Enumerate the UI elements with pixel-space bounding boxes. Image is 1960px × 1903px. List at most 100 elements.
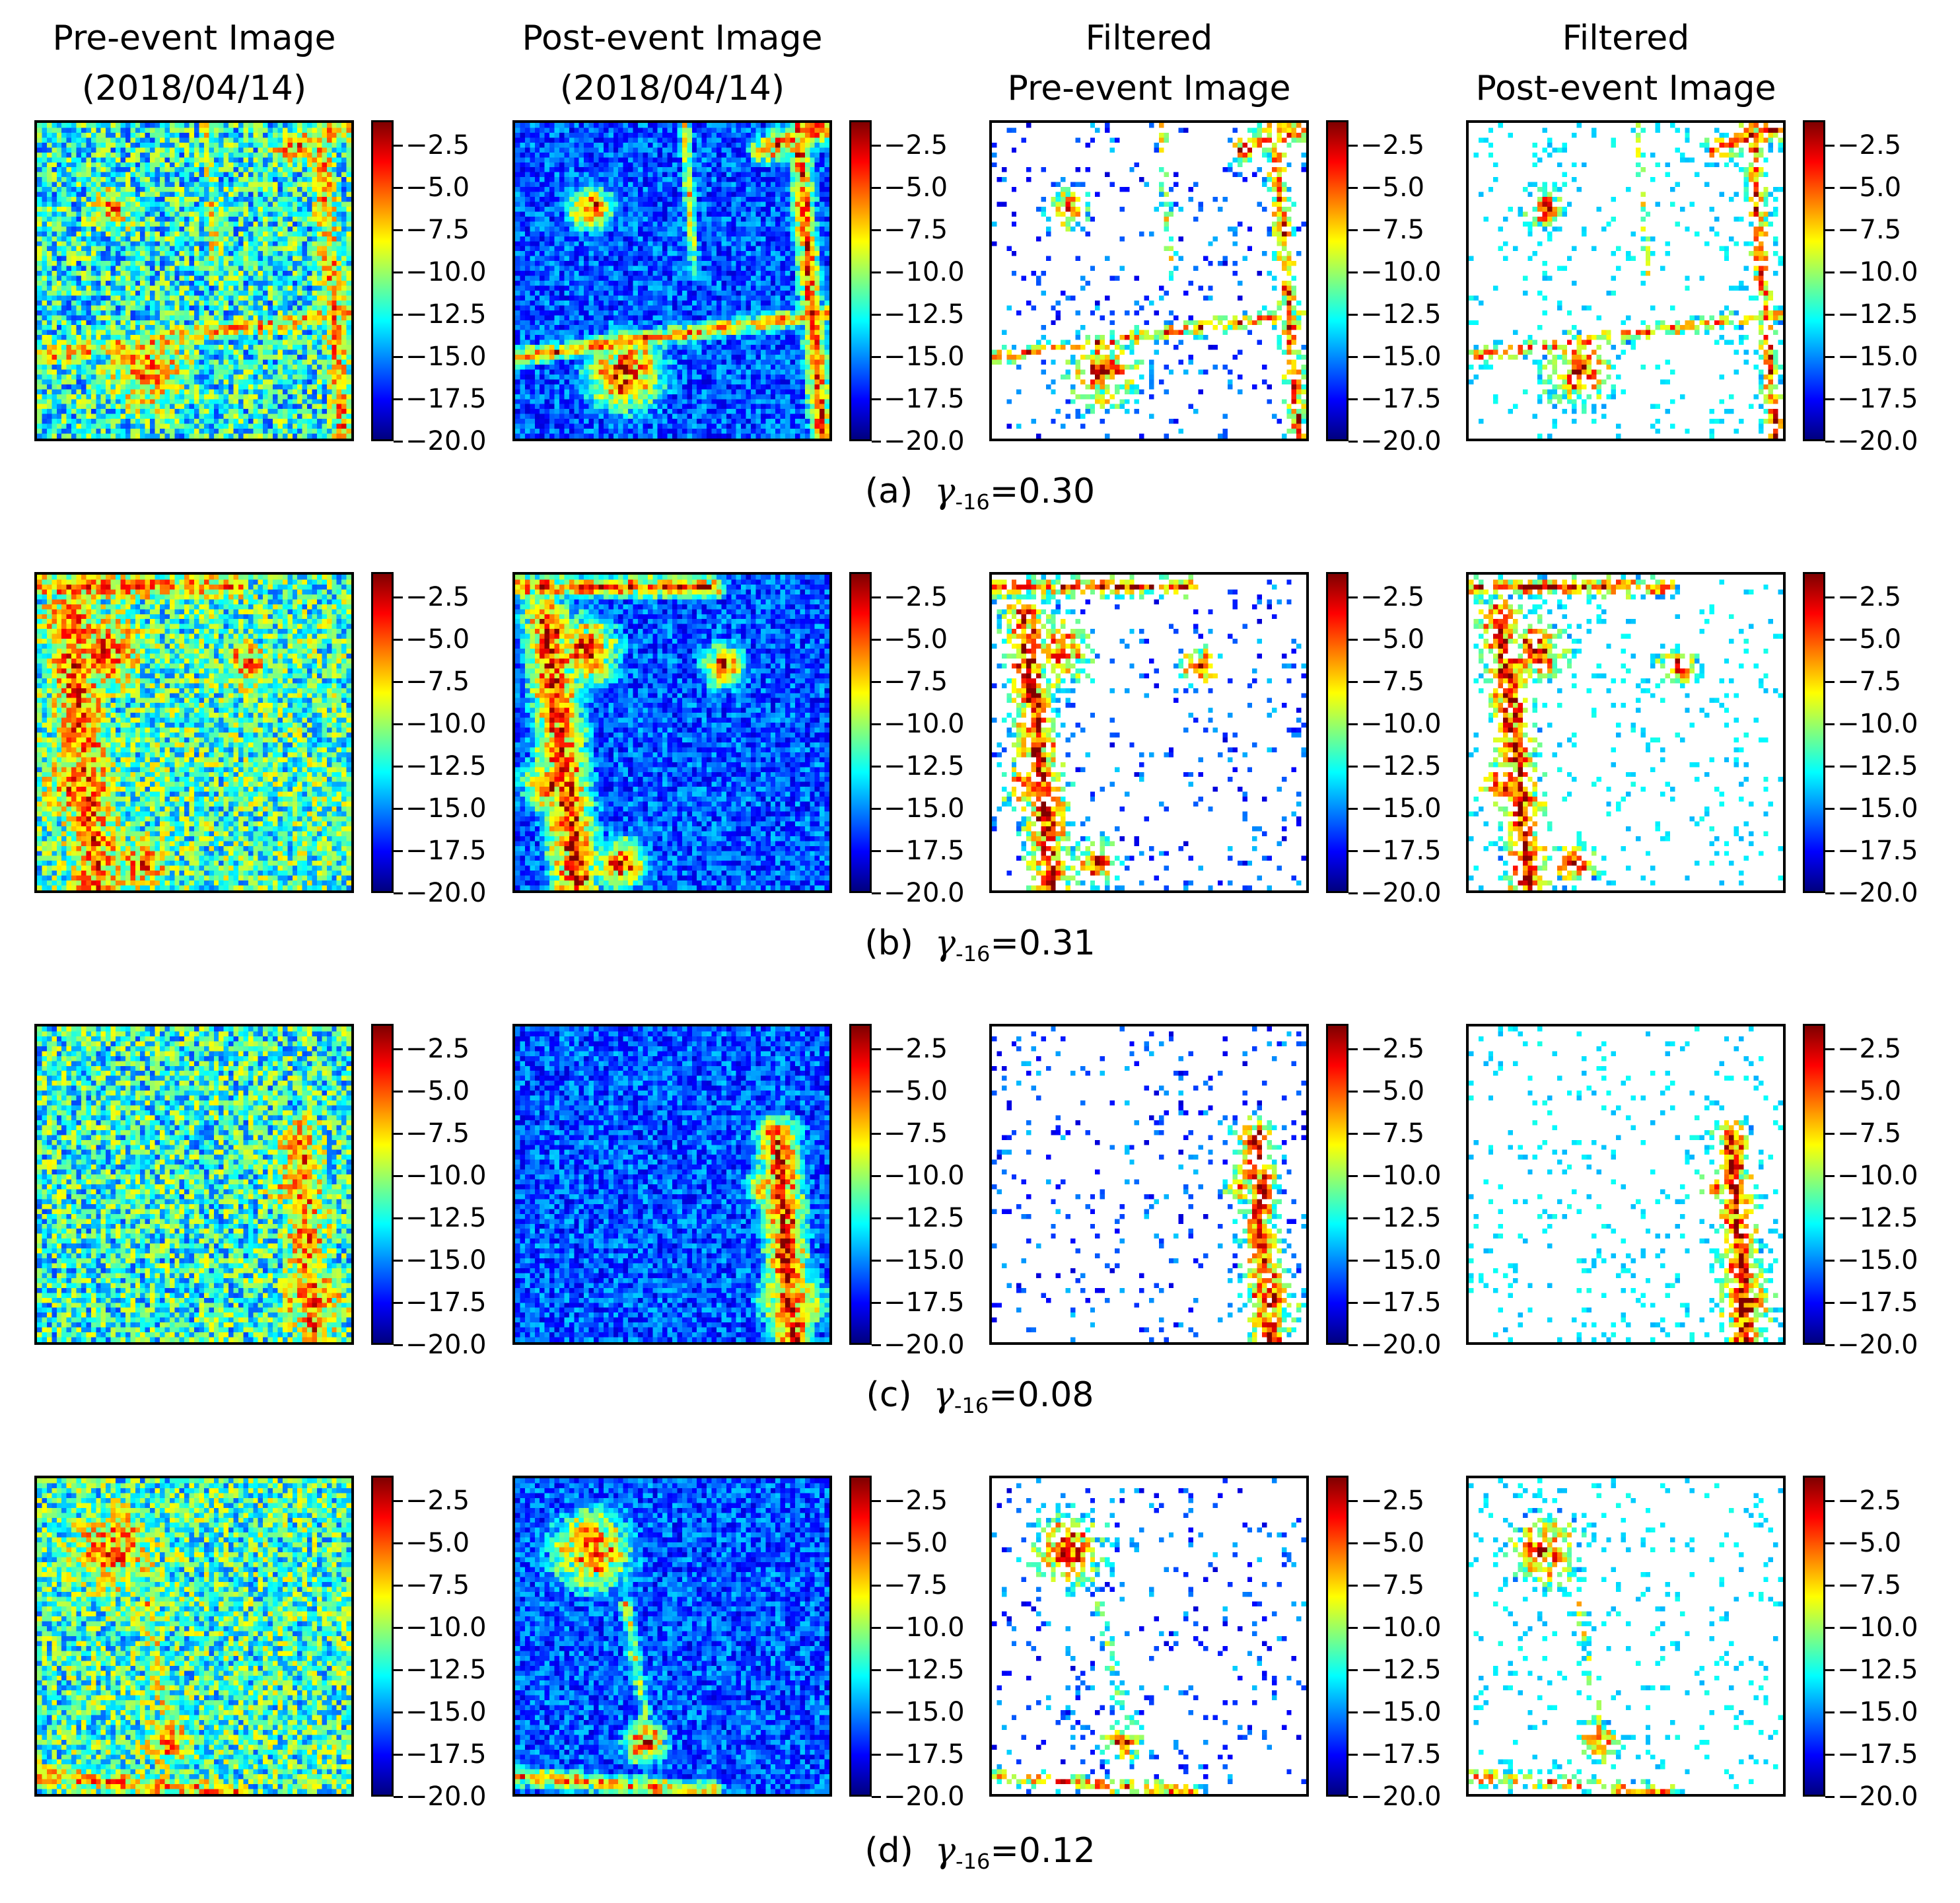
colorbar-tick <box>872 441 881 443</box>
colorbar-tick-label: −5.0 <box>884 1076 948 1107</box>
colorbar-tick-label: −17.5 <box>1837 1287 1918 1318</box>
colorbar-tick-label: −2.5 <box>1837 1486 1902 1517</box>
colorbar-tick-label: −15.0 <box>405 1245 487 1276</box>
colorbar-tick-label: −10.0 <box>884 1161 965 1192</box>
colorbar-tick-label: −12.5 <box>1837 1655 1918 1686</box>
heatmap-raster <box>992 123 1306 439</box>
colorbar-tick <box>1825 1302 1835 1305</box>
colorbar-tick <box>394 639 403 641</box>
caption-spacer <box>912 1375 934 1415</box>
heatmap-raster <box>1469 1478 1783 1794</box>
heatmap-panel-filtered-post-event <box>1466 120 1786 441</box>
colorbar-tick-label: −5.0 <box>1837 624 1902 655</box>
colorbar <box>1803 120 1825 441</box>
colorbar-tick-label: −15.0 <box>1360 1245 1442 1276</box>
colorbar-tick <box>394 1344 403 1346</box>
colorbar-tick <box>1825 1133 1835 1135</box>
column-title-line: Pre-event Image <box>52 18 336 58</box>
colorbar-tick-label: −17.5 <box>884 1287 965 1318</box>
colorbar <box>1803 572 1825 893</box>
colorbar-tick <box>1348 1542 1358 1545</box>
colorbar-tick-label: −15.0 <box>884 793 965 824</box>
gamma-subscript: -16 <box>954 1393 989 1418</box>
colorbar-tick-label: −2.5 <box>1360 1486 1425 1517</box>
gamma-value: =0.31 <box>990 923 1096 963</box>
colorbar-tick <box>1825 1217 1835 1220</box>
heatmap-raster <box>992 1478 1306 1794</box>
colorbar-tick <box>872 1302 881 1305</box>
colorbar-tick-label: −15.0 <box>884 1245 965 1276</box>
colorbar-tick <box>872 596 881 599</box>
colorbar-tick <box>872 850 881 853</box>
colorbar-tick-label: −10.0 <box>884 257 965 288</box>
colorbar-tick-label: −10.0 <box>1360 1612 1442 1643</box>
colorbar-tick-label: −5.0 <box>1360 172 1425 203</box>
colorbar-tick <box>1825 271 1835 274</box>
colorbar <box>1326 1024 1348 1345</box>
gamma-symbol: γ <box>934 472 956 511</box>
colorbar-tick-label: −10.0 <box>1360 709 1442 740</box>
colorbar-tick-label: −7.5 <box>1360 1118 1425 1149</box>
colorbar-tick <box>1348 1500 1358 1503</box>
colorbar-tick-label: −12.5 <box>1360 299 1442 330</box>
column-title-line: (2018/04/14) <box>559 69 785 108</box>
colorbar-tick <box>1825 808 1835 810</box>
colorbar-tick-label: −2.5 <box>884 130 948 161</box>
colorbar-tick-label: −15.0 <box>405 341 487 373</box>
colorbar-tick-label: −5.0 <box>884 172 948 203</box>
heatmap-raster <box>37 123 351 439</box>
gamma-symbol: γ <box>934 1831 956 1871</box>
colorbar-tick <box>394 850 403 853</box>
colorbar-tick-label: −20.0 <box>1837 1330 1918 1360</box>
colorbar-tick-label: −12.5 <box>405 299 487 330</box>
colorbar <box>371 1476 394 1797</box>
column-title: Filtered Post-event Image <box>1441 13 1811 114</box>
colorbar-tick-label: −7.5 <box>884 1570 948 1601</box>
colorbar-tick-label: −5.0 <box>405 624 470 655</box>
colorbar-tick <box>872 1175 881 1178</box>
colorbar-tick <box>872 1711 881 1714</box>
colorbar-tick <box>394 398 403 401</box>
colorbar-tick <box>1825 1585 1835 1587</box>
colorbar-gradient <box>1328 1478 1347 1795</box>
colorbar-tick <box>394 356 403 359</box>
heatmap-panel-pre-event <box>34 1024 354 1345</box>
colorbar-tick-label: −10.0 <box>1837 1161 1918 1192</box>
column-title: Pre-event Image (2018/04/14) <box>9 13 379 114</box>
colorbar-tick-label: −7.5 <box>884 1118 948 1149</box>
colorbar-tick-label: −2.5 <box>405 582 470 613</box>
colorbar-tick-label: −5.0 <box>405 172 470 203</box>
colorbar-tick <box>1348 1711 1358 1714</box>
colorbar-tick-label: −15.0 <box>1837 1697 1918 1728</box>
colorbar-tick-label: −20.0 <box>405 1330 487 1360</box>
colorbar-tick-label: −20.0 <box>884 1330 965 1360</box>
colorbar-tick-label: −7.5 <box>1837 1118 1902 1149</box>
column-title-line: (2018/04/14) <box>81 69 307 108</box>
colorbar-tick <box>872 271 881 274</box>
colorbar-tick <box>1348 145 1358 147</box>
colorbar-tick-label: −7.5 <box>405 666 470 698</box>
colorbar-tick-label: −2.5 <box>1837 582 1902 613</box>
colorbar-tick-label: −20.0 <box>405 878 487 908</box>
colorbar-tick <box>394 187 403 190</box>
colorbar-tick-label: −7.5 <box>1837 666 1902 698</box>
colorbar-tick-label: −15.0 <box>405 793 487 824</box>
heatmap-panel-filtered-post-event <box>1466 1024 1786 1345</box>
colorbar-tick-label: −2.5 <box>1360 130 1425 161</box>
colorbar-tick <box>1825 398 1835 401</box>
colorbar-gradient <box>1805 122 1823 439</box>
colorbar-tick <box>394 596 403 599</box>
colorbar-tick <box>872 766 881 768</box>
colorbar-tick <box>1348 1175 1358 1178</box>
colorbar-gradient <box>373 1478 392 1795</box>
colorbar-tick <box>1348 1217 1358 1220</box>
colorbar-tick <box>394 1585 403 1587</box>
colorbar-tick <box>1348 356 1358 359</box>
colorbar-tick <box>1348 1260 1358 1262</box>
colorbar-tick <box>1825 1711 1835 1714</box>
colorbar-tick-label: −2.5 <box>1837 1034 1902 1065</box>
colorbar-tick-label: −5.0 <box>1360 624 1425 655</box>
colorbar-tick <box>1825 229 1835 232</box>
heatmap-panel-post-event <box>512 572 832 893</box>
colorbar-tick-label: −20.0 <box>1360 878 1442 908</box>
